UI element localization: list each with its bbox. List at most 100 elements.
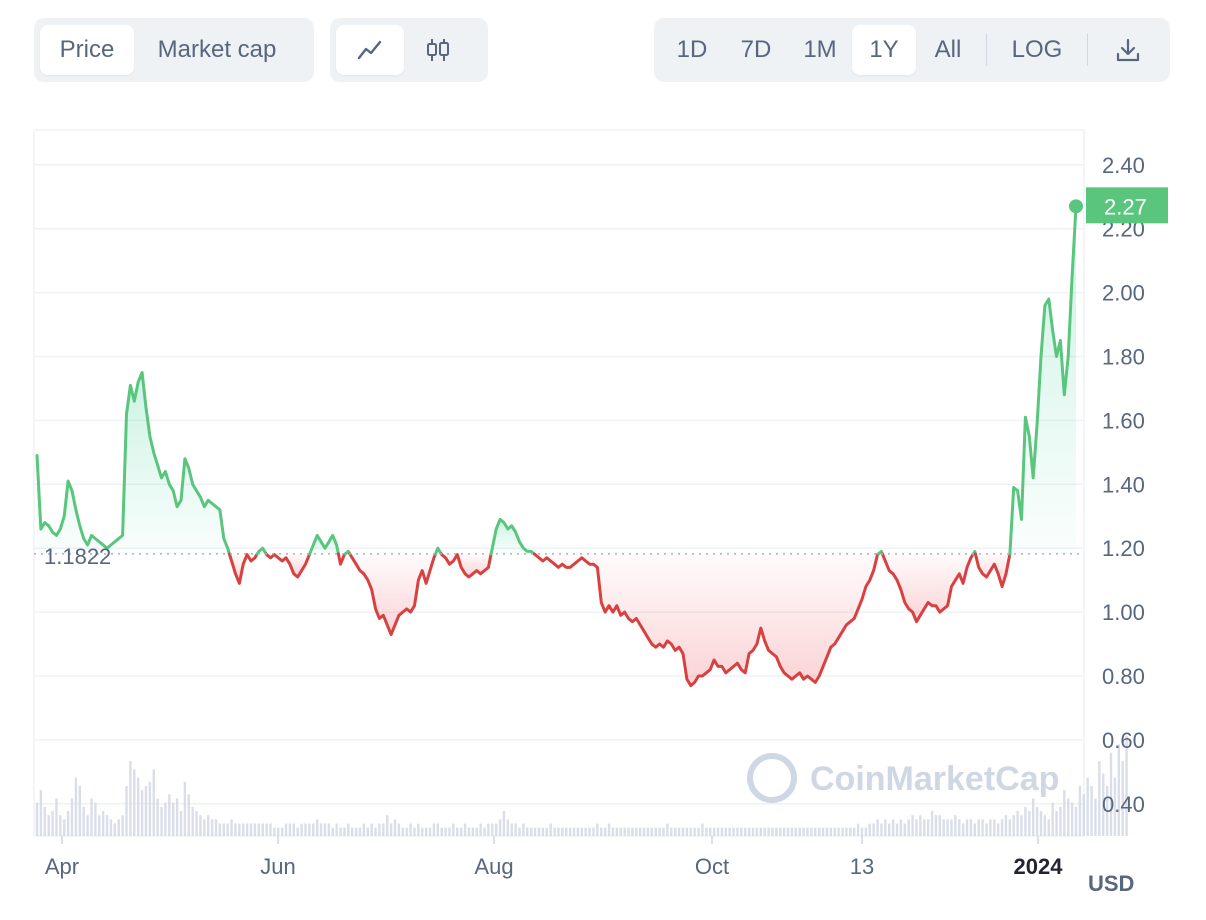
- volume-bar: [798, 827, 801, 836]
- volume-bar: [782, 827, 786, 836]
- volume-bar: [662, 827, 665, 836]
- candlestick-button[interactable]: [404, 25, 472, 75]
- volume-bar: [779, 827, 782, 836]
- volume-bar: [397, 823, 401, 836]
- price-marketcap-toggle: Price Market cap: [34, 18, 314, 82]
- volume-bar: [47, 815, 50, 836]
- volume-bar: [817, 827, 821, 836]
- volume-bar: [1090, 786, 1093, 836]
- volume-bar: [709, 827, 712, 836]
- volume-bar: [156, 798, 159, 836]
- volume-bar: [1035, 806, 1039, 836]
- grid-lines: [33, 129, 1085, 837]
- divider: [1087, 34, 1088, 66]
- last-price-dot: [1069, 199, 1083, 214]
- volume-bar: [506, 819, 510, 836]
- volume-bar: [296, 827, 299, 836]
- volume-bar: [829, 827, 833, 836]
- x-tick-label: Oct: [695, 854, 729, 879]
- volume-bar: [125, 786, 128, 836]
- volume-bar: [833, 827, 836, 836]
- area-below-reference: [229, 553, 258, 584]
- volume-bar: [327, 823, 331, 836]
- volume-bar: [444, 827, 447, 836]
- range-1y-button[interactable]: 1Y: [852, 25, 916, 75]
- volume-bar: [580, 827, 583, 836]
- volume-bar: [440, 827, 443, 836]
- volume-bar: [693, 827, 696, 836]
- download-button[interactable]: [1094, 25, 1162, 75]
- y-tick-label: 2.40: [1102, 153, 1145, 178]
- volume-bar: [94, 802, 97, 836]
- volume-bar: [767, 827, 770, 836]
- area-below-reference: [534, 553, 879, 686]
- volume-bar: [129, 761, 132, 836]
- volume-bar: [1105, 786, 1109, 836]
- volume-bar: [59, 815, 62, 836]
- volume-bar: [899, 819, 903, 836]
- volume-bar: [249, 823, 253, 836]
- volume-bar: [432, 823, 436, 836]
- range-1d-button[interactable]: 1D: [676, 36, 708, 63]
- x-tick-label: 13: [850, 854, 874, 879]
- volume-bar: [514, 823, 517, 836]
- volume-bar: [456, 827, 459, 836]
- volume-bar: [487, 823, 490, 836]
- volume-bar: [876, 819, 879, 836]
- log-scale-button[interactable]: LOG: [1011, 36, 1063, 63]
- market-cap-tab[interactable]: Market cap: [157, 36, 277, 63]
- volume-bar: [825, 827, 829, 836]
- volume-bar: [961, 823, 965, 836]
- volume-bar: [242, 823, 245, 836]
- range-7d-button[interactable]: 7D: [740, 36, 772, 63]
- volume-bar: [292, 823, 296, 836]
- volume-bar: [1121, 761, 1124, 836]
- volume-bar: [164, 802, 167, 836]
- volume-bar: [354, 827, 358, 836]
- y-tick-label: 0.60: [1102, 728, 1145, 753]
- price-tab[interactable]: Price: [40, 25, 134, 75]
- volume-bar: [888, 823, 891, 836]
- volume-bar: [74, 777, 78, 836]
- volume-bar: [747, 827, 751, 836]
- reference-value-label: 1.1822: [44, 544, 111, 569]
- volume-bar: [526, 827, 529, 836]
- volume-bar: [1098, 761, 1101, 836]
- volume-bar: [1055, 811, 1058, 836]
- volume-bar: [175, 798, 179, 836]
- volume-bar: [673, 827, 677, 836]
- volume-bar: [642, 827, 646, 836]
- volume-bar: [568, 827, 572, 836]
- y-tick-label: 1.40: [1102, 472, 1145, 497]
- volume-bar: [856, 823, 860, 836]
- volume-bar: [981, 819, 984, 836]
- volume-bar: [452, 823, 455, 836]
- volume-bar: [958, 819, 961, 836]
- volume-bar: [234, 823, 237, 836]
- range-all-button[interactable]: All: [934, 36, 962, 63]
- volume-bar: [35, 802, 39, 836]
- volume-bar: [623, 827, 626, 836]
- volume-bar: [973, 823, 977, 836]
- volume-bar: [670, 827, 673, 836]
- volume-bar: [557, 827, 560, 836]
- volume-bar: [1000, 819, 1004, 836]
- volume-bar: [491, 823, 494, 836]
- volume-bar: [666, 823, 669, 836]
- volume-bar: [611, 827, 615, 836]
- volume-bar: [794, 827, 798, 836]
- volume-bar: [280, 827, 284, 836]
- volume-bar: [1008, 819, 1012, 836]
- volume-bar: [654, 827, 657, 836]
- volume-bar: [98, 815, 101, 836]
- range-1m-button[interactable]: 1M: [803, 36, 837, 63]
- volume-bar: [502, 811, 506, 836]
- line-chart-button[interactable]: [336, 25, 404, 75]
- volume-bar: [133, 769, 136, 836]
- volume-bar: [382, 823, 385, 836]
- volume-bar: [405, 827, 408, 836]
- volume-bar: [448, 827, 451, 836]
- volume-bar: [1031, 798, 1035, 836]
- line-segment-down: [973, 552, 1012, 588]
